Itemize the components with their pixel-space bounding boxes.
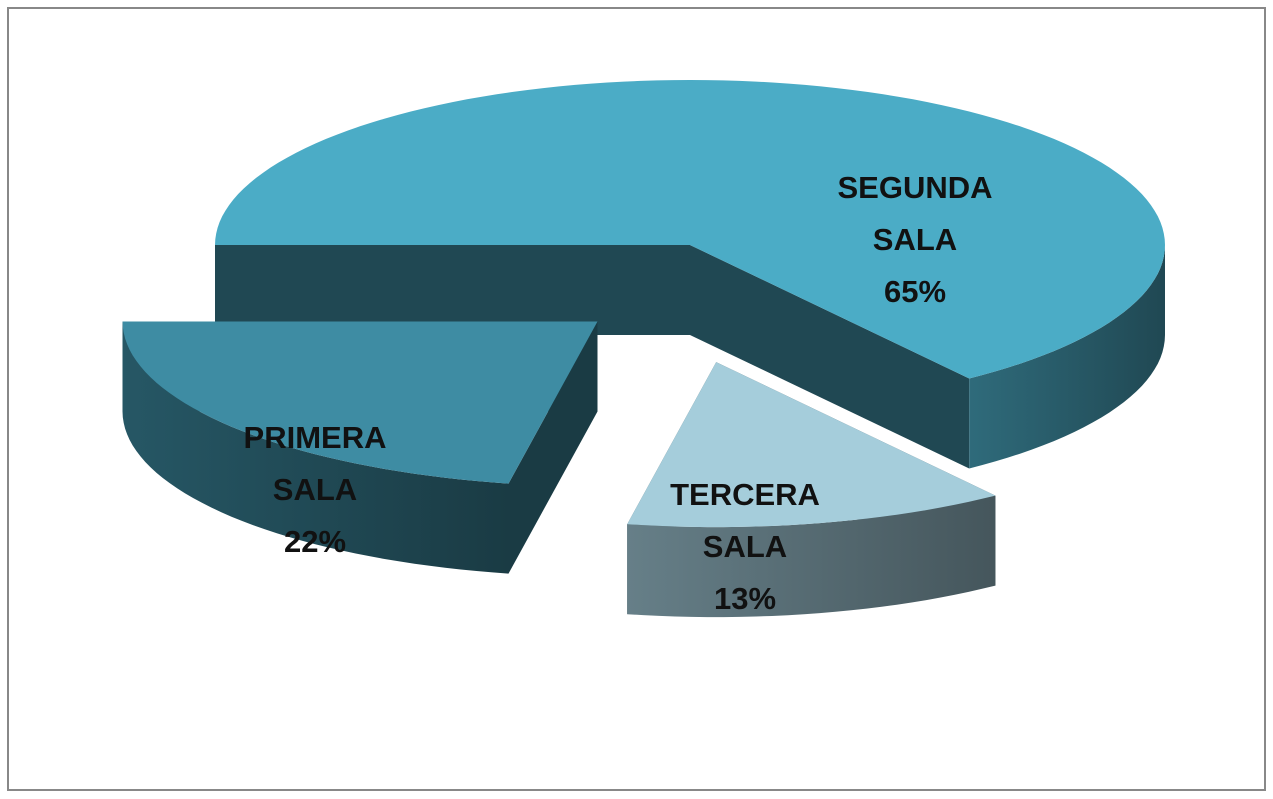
slice-value-label: 65% (884, 274, 946, 309)
slice-value-label: 22% (284, 524, 346, 559)
slice-category-label: SEGUNDA SALA (837, 170, 992, 257)
slice-side (690, 245, 970, 469)
slice-top (122, 321, 598, 484)
label-line: TERCERA (670, 477, 820, 512)
slice-top (215, 80, 1165, 379)
slice-outer-wall (627, 495, 996, 618)
label-line: SALA (273, 472, 357, 507)
label-line: SEGUNDA (837, 170, 992, 205)
pie-slice (627, 362, 996, 618)
pie-slice (122, 321, 598, 574)
slice-outer-wall (969, 245, 1165, 469)
slice-outer-wall (122, 321, 509, 574)
label-line: PRIMERA (244, 420, 387, 455)
label-line: SALA (703, 529, 787, 564)
slice-category-label: PRIMERA SALA (244, 420, 387, 507)
slice-category-label: TERCERA SALA (670, 477, 820, 564)
slice-side (215, 245, 690, 335)
label-line: SALA (873, 222, 957, 257)
pie-slice (215, 80, 1165, 469)
slice-value-label: 13% (714, 581, 776, 616)
slice-top (627, 362, 996, 528)
